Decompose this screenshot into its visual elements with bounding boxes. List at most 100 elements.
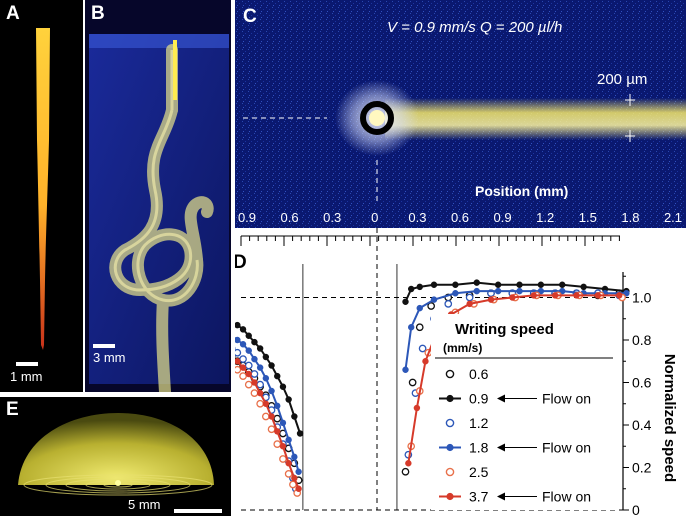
- series-3.7: [235, 292, 623, 492]
- data-point: [251, 355, 258, 363]
- data-point: [251, 338, 258, 346]
- panel-b: B 3 mm: [85, 0, 231, 392]
- data-point: [573, 292, 580, 299]
- data-point: [401, 467, 410, 476]
- data-point: [245, 370, 252, 378]
- panel-c-tick-label: 0.3: [408, 210, 426, 225]
- y-axis-title: Normalized speed: [661, 354, 678, 482]
- legend-marker: [445, 369, 455, 379]
- data-point: [250, 370, 259, 378]
- data-point: [256, 364, 264, 371]
- data-point: [274, 372, 281, 380]
- data-point: [452, 281, 459, 288]
- legend-label: 1.8: [469, 440, 489, 456]
- y-tick-label: 0: [632, 502, 640, 516]
- legend-marker: [446, 394, 454, 403]
- panel-e-scale-label: 5 mm: [128, 497, 161, 512]
- data-point: [413, 404, 421, 412]
- data-point: [250, 389, 259, 397]
- legend-entry: 1.8 Flow on: [439, 440, 591, 456]
- panel-c-label: C: [243, 6, 257, 27]
- data-point: [279, 383, 287, 390]
- data-point: [559, 281, 566, 288]
- data-point: [594, 292, 602, 299]
- y-axis: 0 0.2 0.4 0.6 0.8 1.0: [622, 272, 652, 516]
- panel-c-tick-label: 1.8: [621, 210, 639, 225]
- data-point: [408, 285, 415, 293]
- data-point: [418, 344, 427, 353]
- legend-marker: [445, 467, 455, 477]
- data-point: [239, 372, 247, 380]
- panel-e-label: E: [6, 399, 19, 420]
- data-point: [509, 294, 516, 301]
- legend-marker: [446, 492, 454, 501]
- panel-c-tick-label: 0.9: [494, 210, 512, 225]
- data-point: [273, 440, 282, 448]
- filament-image: C V = 0.9 mm/s Q = 200 µl/h 200 µm Posit…: [235, 0, 686, 228]
- data-point: [235, 348, 242, 357]
- data-point: [416, 283, 423, 291]
- data-point: [285, 396, 292, 403]
- panel-c-tick-label: 2.1: [664, 210, 682, 225]
- knot-image: [85, 0, 231, 392]
- panel-c-axis-title: Position (mm): [475, 183, 568, 199]
- panel-d: 0 0.2 0.4 0.6 0.8 1.0 Writing speed (mm/s) 0.6 0…: [235, 228, 686, 516]
- data-point: [256, 380, 264, 389]
- panel-c-tick-label: 0.3: [323, 210, 341, 225]
- nozzle-image: [16, 28, 50, 366]
- panel-c-tick-labels: 0.9 0.6 0.3 0 0.3 0.6 0.9 1.2 1.5 1.8 2.1: [238, 210, 682, 225]
- panel-c-width-label: 200 µm: [597, 71, 647, 88]
- panel-b-label: B: [91, 3, 105, 24]
- data-point: [551, 292, 559, 299]
- panel-c-tick-label: 1.5: [579, 210, 597, 225]
- legend-entry: 0.6: [445, 366, 489, 382]
- data-point: [402, 298, 409, 305]
- data-point: [267, 425, 276, 434]
- panel-e: E 5 mm: [0, 397, 231, 516]
- data-point: [262, 353, 270, 361]
- data-point: [251, 379, 258, 386]
- legend-entry: 2.5: [445, 464, 489, 480]
- legend-entry: 0.9 Flow on: [439, 391, 591, 407]
- data-point: [256, 345, 264, 352]
- legend-entry: 3.7 Flow on: [439, 489, 591, 505]
- data-point: [274, 428, 281, 435]
- data-point: [244, 361, 253, 370]
- data-point: [268, 413, 275, 420]
- data-point: [279, 443, 287, 450]
- legend-marker: [446, 443, 454, 452]
- legend-label: 1.2: [469, 415, 489, 431]
- data-marks: [235, 279, 630, 497]
- panel-c-tick-label: 0.9: [238, 210, 256, 225]
- panel-a: A 1 mm: [0, 0, 83, 392]
- data-point: [405, 460, 412, 467]
- data-point: [580, 283, 587, 291]
- y-tick-label: 0.2: [632, 460, 652, 476]
- data-point: [235, 321, 241, 329]
- data-point: [416, 304, 423, 312]
- legend-title: Writing speed: [455, 321, 554, 338]
- data-point: [239, 355, 247, 363]
- data-point: [262, 400, 270, 407]
- panel-c-tick-label: 1.2: [536, 210, 554, 225]
- flow-on-label: Flow on: [542, 391, 591, 407]
- data-point: [415, 323, 424, 332]
- data-point: [245, 347, 252, 354]
- data-point: [516, 281, 523, 288]
- data-point: [465, 293, 474, 302]
- panel-c-tick-label: 0.6: [451, 210, 469, 225]
- panel-c-tick-label: 0: [371, 210, 378, 225]
- panel-c-tick-label: 0.6: [281, 210, 299, 225]
- data-point: [291, 453, 298, 461]
- data-point: [291, 474, 298, 482]
- data-point: [430, 281, 438, 288]
- data-point: [268, 362, 275, 369]
- legend-unit: (mm/s): [443, 341, 482, 355]
- data-point: [473, 287, 480, 295]
- legend-background: [431, 314, 617, 510]
- data-point: [239, 341, 247, 348]
- data-point: [452, 290, 459, 297]
- data-point: [473, 279, 480, 286]
- data-point: [616, 292, 623, 299]
- legend-label: 0.6: [469, 366, 489, 382]
